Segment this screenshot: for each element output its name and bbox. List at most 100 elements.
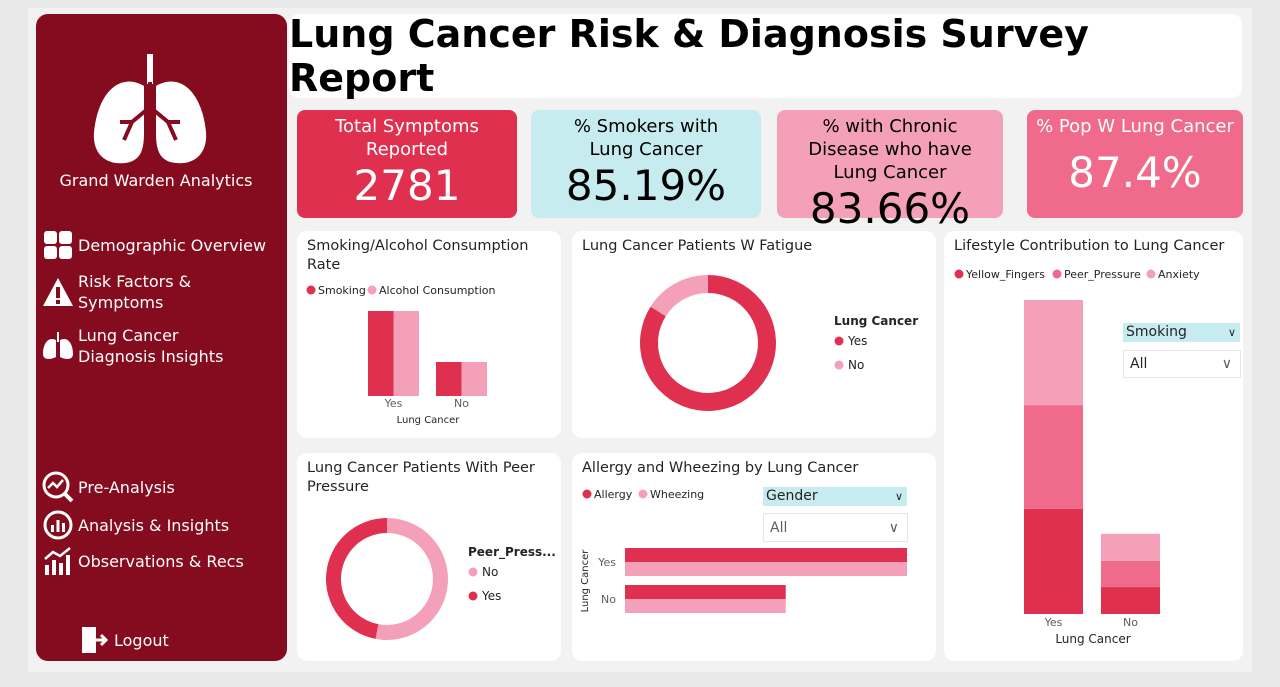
slicer-dropdown[interactable]: All ∨: [763, 513, 908, 542]
sidebar: Grand Warden Analytics: [36, 14, 287, 661]
donut-slice: [375, 518, 448, 640]
nav-icon: [43, 278, 73, 306]
nav-label: Demographic Overview: [78, 235, 267, 255]
bar: [436, 362, 462, 396]
page-title: Lung Cancer Risk & Diagnosis Survey Repo…: [289, 12, 1089, 100]
nav-icon: [43, 510, 73, 540]
nav-icon: [42, 471, 74, 503]
slicer-header[interactable]: Gender ∨: [763, 487, 907, 506]
bar: [625, 548, 907, 562]
legend-title: Lung Cancer: [834, 314, 918, 328]
legend-marker: [468, 591, 478, 601]
legend-marker: [834, 336, 844, 346]
chart: Yes No Lung Cancer: [640, 275, 918, 411]
legend-label: Peer_Pressure: [1064, 268, 1141, 281]
legend-label: Allergy: [594, 488, 633, 501]
kpi-card: % with Chronic Disease who have Lung Can…: [777, 110, 1003, 233]
chart-title: Smoking/Alcohol Consumption Rate: [307, 238, 529, 273]
nav-item[interactable]: Demographic Overview: [42, 229, 266, 261]
chart-card: Yellow_Fingers Peer_Pressure Anxiety Yes No L…: [944, 231, 1243, 661]
legend-marker: [1146, 269, 1156, 279]
chart: No Yes Peer_Press...: [326, 518, 556, 640]
logout[interactable]: Logout: [78, 624, 169, 656]
chart: Yellow_Fingers Peer_Pressure Anxiety Yes No L…: [954, 268, 1200, 646]
slicer-selection: All: [1130, 356, 1148, 372]
legend-label: Alcohol Consumption: [379, 284, 495, 297]
chart-card: Smoking Alcohol Consumption Yes No Lung Canc…: [297, 231, 561, 438]
bar: [625, 599, 786, 613]
bar: [625, 585, 786, 599]
category-label: Yes: [597, 556, 616, 569]
chart-title: Lifestyle Contribution to Lung Cancer: [954, 238, 1225, 254]
kpi-label: % Smokers with Lung Cancer: [573, 116, 719, 160]
legend-marker: [638, 489, 648, 499]
kpi-card: % Pop W Lung Cancer 87.4%: [1027, 110, 1243, 218]
bar: [625, 562, 907, 576]
kpi-card: % Smokers with Lung Cancer 85.19%: [531, 110, 761, 218]
legend-label: Yes: [481, 589, 501, 603]
legend-label: Wheezing: [650, 488, 704, 501]
header: Lung Cancer Risk & Diagnosis Survey Repo…: [289, 12, 1242, 100]
chart-card: Yes No Lung Cancer Lung Cancer Patients W F…: [572, 231, 936, 438]
category-label: No: [601, 593, 616, 606]
kpi-value: 85.19%: [565, 161, 727, 210]
legend-marker: [582, 489, 592, 499]
legend-label: Yes: [847, 334, 867, 348]
nav-label: Risk Factors & Symptoms: [78, 272, 192, 312]
slicer-header[interactable]: Smoking ∨: [1123, 323, 1240, 342]
kpi-label: % Pop W Lung Cancer: [1036, 116, 1234, 137]
nav-icon: [44, 547, 71, 575]
nav-item[interactable]: Analysis & Insights: [42, 509, 229, 541]
kpi-label: % with Chronic Disease who have Lung Can…: [808, 116, 972, 183]
nav-icon: [43, 332, 73, 359]
bar-segment: [1024, 405, 1083, 509]
nav-item[interactable]: Observations & Recs: [42, 545, 244, 577]
legend-label: No: [848, 358, 864, 372]
axis-label: Lung Cancer: [397, 415, 461, 426]
legend-label: No: [482, 565, 498, 579]
legend-label: Anxiety: [1158, 268, 1200, 281]
nav-label: Analysis & Insights: [78, 515, 230, 535]
donut-slice: [326, 518, 387, 639]
category-label: Yes: [384, 397, 403, 410]
bar-segment: [1024, 508, 1083, 614]
category-label: No: [454, 397, 469, 410]
axis-label: Lung Cancer: [1055, 632, 1130, 646]
chart: Allergy Wheezing Yes No Lung Cancer: [580, 488, 907, 613]
chart-title: Lung Cancer Patients W Fatigue: [582, 238, 813, 254]
legend-label: Yellow_Fingers: [965, 268, 1045, 281]
kpi-card: Total Symptoms Reported 2781: [297, 110, 517, 218]
kpi-value: 87.4%: [1068, 148, 1202, 197]
bar-segment: [1024, 300, 1083, 406]
chart: Smoking Alcohol Consumption Yes No Lung Canc…: [306, 284, 495, 426]
legend-marker: [468, 567, 478, 577]
chart-title: Allergy and Wheezing by Lung Cancer: [582, 460, 859, 476]
kpi-label: Total Symptoms Reported: [335, 116, 479, 160]
nav-item[interactable]: Pre-Analysis: [42, 471, 175, 503]
category-label: No: [1123, 616, 1138, 629]
logout-label: Logout: [114, 630, 169, 650]
legend-marker: [954, 269, 964, 279]
bar-segment: [1101, 560, 1160, 588]
nav-item[interactable]: Lung Cancer Diagnosis Insights: [42, 325, 232, 367]
nav-label: Observations & Recs: [78, 551, 244, 571]
nav-label: Pre-Analysis: [78, 477, 175, 497]
axis-label: Lung Cancer: [580, 549, 591, 613]
nav-item[interactable]: Risk Factors & Symptoms: [42, 271, 212, 313]
lungs-logo: [93, 54, 207, 164]
slicer-dropdown[interactable]: All ∨: [1123, 350, 1241, 378]
kpi-value: 2781: [353, 161, 461, 210]
brand: Grand Warden Analytics: [59, 171, 253, 190]
bar: [368, 311, 394, 396]
legend-marker: [834, 360, 844, 370]
chart-title: Lung Cancer Patients With Peer Pressure: [307, 460, 535, 495]
bar: [461, 362, 487, 396]
slicer-field: Gender: [766, 488, 818, 504]
legend-title: Peer_Press...: [468, 545, 556, 560]
bar-segment: [1101, 533, 1160, 561]
bar-segment: [1101, 587, 1160, 614]
kpi-value: 83.66%: [809, 184, 971, 233]
legend-marker: [1052, 269, 1062, 279]
legend-marker: [367, 285, 377, 295]
